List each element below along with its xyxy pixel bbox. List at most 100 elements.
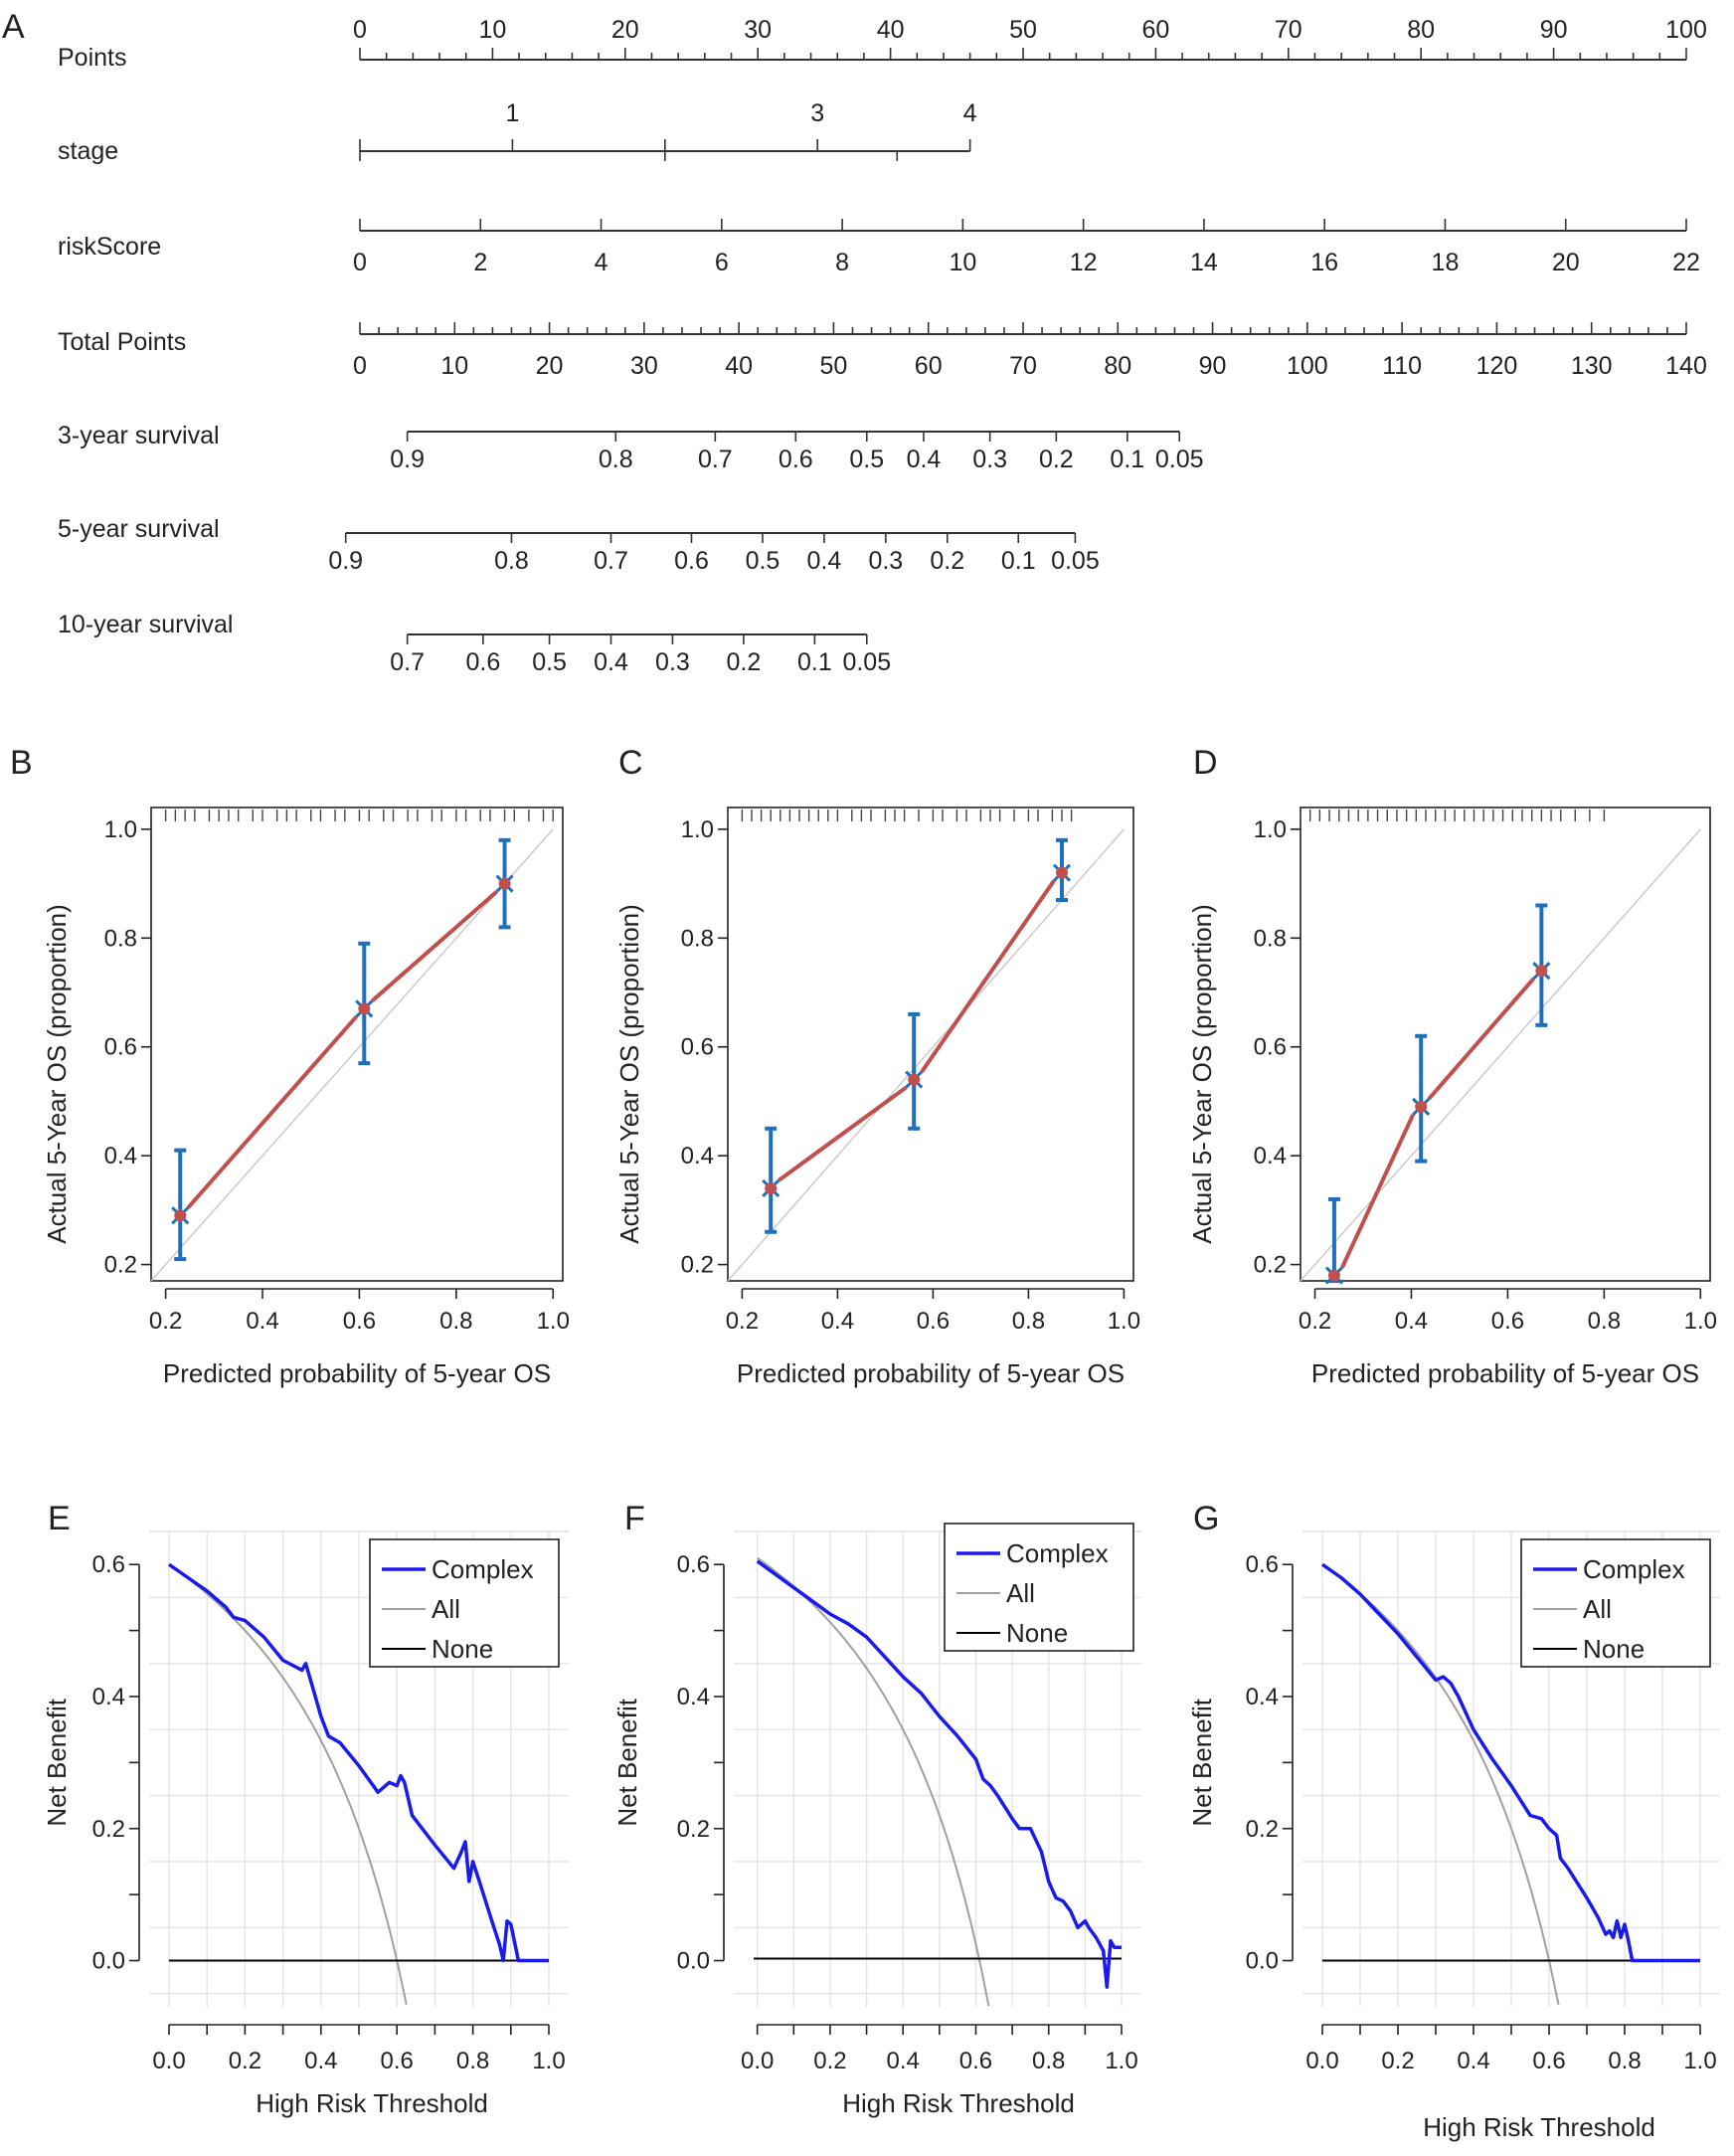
y-tick-label: 0.6 — [1246, 1551, 1279, 1578]
y-tick-label: 0.4 — [1246, 1684, 1279, 1710]
survival-tick-label: 0.05 — [1051, 547, 1100, 575]
survival-tick-label: 0.05 — [842, 648, 891, 676]
ideal-diagonal-line — [150, 828, 554, 1282]
y-tick-label: 1.0 — [104, 816, 137, 843]
total-points-tick-label: 10 — [440, 352, 468, 380]
riskscore-tick-label: 0 — [353, 249, 367, 276]
nomogram-row: Total Points — [58, 328, 186, 356]
y-tick-label: 0.2 — [1246, 1816, 1279, 1843]
survival-tick-label: 0.4 — [594, 648, 628, 676]
total-points-tick-label: 90 — [1199, 352, 1227, 380]
panel-label-e: E — [48, 1500, 71, 1537]
x-tick-label: 0.2 — [1299, 1308, 1331, 1335]
complex-curve — [167, 1562, 549, 1963]
points-tick-label: 70 — [1275, 16, 1302, 44]
x-tick-label: 0.4 — [821, 1308, 854, 1335]
x-axis-title: High Risk Threshold — [1423, 2112, 1655, 2142]
y-tick-label: 0.6 — [681, 1034, 714, 1061]
x-tick-label: 0.8 — [1012, 1308, 1045, 1335]
riskscore-tick-label: 22 — [1672, 249, 1700, 276]
calibration-point — [1056, 866, 1068, 879]
total-points-tick-label: 130 — [1571, 352, 1613, 380]
decision-curve-panel-e: E 0.0 0.2 0.4 0.6 0.8 1.0 0.0 0.2 0.4 0.6 Complex Al… — [42, 1500, 569, 2118]
total-points-tick-label: 60 — [915, 352, 943, 380]
stage-tick-label: 1 — [505, 99, 519, 127]
survival-tick-label: 0.5 — [746, 547, 780, 575]
x-axis-title: High Risk Threshold — [842, 2088, 1075, 2118]
points-scale: 0 10 20 30 40 50 60 70 80 90 100 — [353, 16, 1707, 61]
riskscore-scale: 0 2 4 6 8 10 12 14 16 18 20 22 — [353, 219, 1700, 276]
total-points-tick-label: 120 — [1476, 352, 1518, 380]
calibration-point — [1535, 965, 1548, 978]
survival-tick-label: 0.2 — [930, 547, 964, 575]
nomogram-row: 5-year survival — [58, 515, 220, 543]
survival-tick-label: 0.3 — [655, 648, 690, 676]
points-tick-label: 30 — [744, 16, 772, 44]
x-tick-label: 0.6 — [381, 2048, 414, 2074]
legend-label: All — [1583, 1594, 1612, 1624]
calibration-point — [908, 1073, 921, 1086]
calibration-panel-b: B 0.2 0.4 0.6 0.8 1.0 0.2 0.4 0.6 0.8 1.0 Predicted… — [10, 744, 570, 1388]
legend-box — [1520, 1538, 1711, 1668]
y-tick-label: 0.6 — [1254, 1034, 1287, 1061]
y-tick-label: 1.0 — [681, 816, 714, 843]
survival-tick-label: 0.1 — [1110, 446, 1144, 473]
nomogram-row: stage — [58, 137, 118, 165]
y-tick-label: 0.2 — [681, 1252, 714, 1279]
points-tick-label: 20 — [611, 16, 639, 44]
legend-label: None — [1583, 1634, 1645, 1664]
points-tick-label: 90 — [1540, 16, 1568, 44]
x-tick-label: 1.0 — [1683, 2048, 1716, 2074]
stage-tick-label: 3 — [810, 99, 824, 127]
x-tick-label: 0.0 — [1305, 2048, 1338, 2074]
ideal-diagonal-line — [1300, 828, 1701, 1282]
y-tick-label: 0.4 — [1254, 1143, 1287, 1169]
decision-curve-panel-f: F 0.0 0.2 0.4 0.6 0.8 1.0 0.0 0.2 0.4 0.6 Complex Al… — [612, 1500, 1141, 2118]
total-points-tick-label: 110 — [1382, 352, 1422, 380]
survival-tick-label: 0.1 — [1001, 547, 1036, 575]
y-tick-label: 0.0 — [92, 1948, 125, 1975]
points-tick-label: 0 — [353, 16, 367, 44]
nomogram-row-label: stage — [58, 137, 118, 165]
y-tick-label: 0.2 — [104, 1252, 137, 1279]
legend-label: None — [1006, 1618, 1068, 1648]
legend-box — [944, 1523, 1134, 1652]
x-tick-label: 1.0 — [1684, 1308, 1717, 1335]
x-tick-label: 0.2 — [726, 1308, 759, 1335]
y-tick-label: 0.4 — [677, 1684, 710, 1710]
x-tick-label: 0.8 — [1032, 2048, 1065, 2074]
calibration-line-segment — [778, 1085, 908, 1182]
calibration-line-segment — [920, 879, 1056, 1073]
x-tick-label: 0.0 — [152, 2048, 185, 2074]
survival-tick-label: 0.7 — [698, 446, 733, 473]
legend-label: Complex — [1583, 1554, 1685, 1584]
nomogram-row-label: 10-year survival — [58, 611, 233, 638]
x-axis-title: High Risk Threshold — [256, 2088, 488, 2118]
x-tick-label: 0.6 — [1491, 1308, 1524, 1335]
calibration-panel-d: D 0.2 0.4 0.6 0.8 1.0 0.2 0.4 0.6 0.8 1.0 Predicted… — [1187, 744, 1717, 1388]
survival-tick-label: 0.5 — [532, 648, 567, 676]
y-tick-label: 0.6 — [104, 1034, 137, 1061]
x-axis-title: Predicted probability of 5-year OS — [1311, 1358, 1699, 1388]
nomogram-row: Points — [58, 44, 126, 72]
survival-tick-label: 0.7 — [390, 648, 425, 676]
x-tick-label: 1.0 — [532, 2048, 565, 2074]
legend-label: Complex — [432, 1554, 534, 1584]
riskscore-tick-label: 16 — [1310, 249, 1338, 276]
points-tick-label: 60 — [1141, 16, 1169, 44]
panel-a-nomogram: A Points stage riskScore Total Points 3-year … — [2, 8, 1707, 676]
calibration-line-segment — [186, 1015, 358, 1209]
calibration-point — [765, 1181, 778, 1194]
x-axis-title: Predicted probability of 5-year OS — [737, 1358, 1125, 1388]
total-points-tick-label: 20 — [536, 352, 564, 380]
decision-curve-panel-g: G 0.0 0.2 0.4 0.6 0.8 1.0 0.0 0.2 0.4 0.6 Complex Al… — [1187, 1500, 1720, 2142]
calibration-point — [498, 877, 511, 890]
complex-curve — [1320, 1562, 1700, 1963]
total-points-tick-label: 30 — [630, 352, 658, 380]
nomogram-row-label: Total Points — [58, 328, 186, 356]
stage-tick-label: 4 — [963, 99, 977, 127]
complex-curve — [756, 1559, 1122, 1989]
riskscore-tick-label: 2 — [473, 249, 487, 276]
riskscore-tick-label: 14 — [1190, 249, 1218, 276]
y-tick-label: 0.4 — [104, 1143, 137, 1169]
